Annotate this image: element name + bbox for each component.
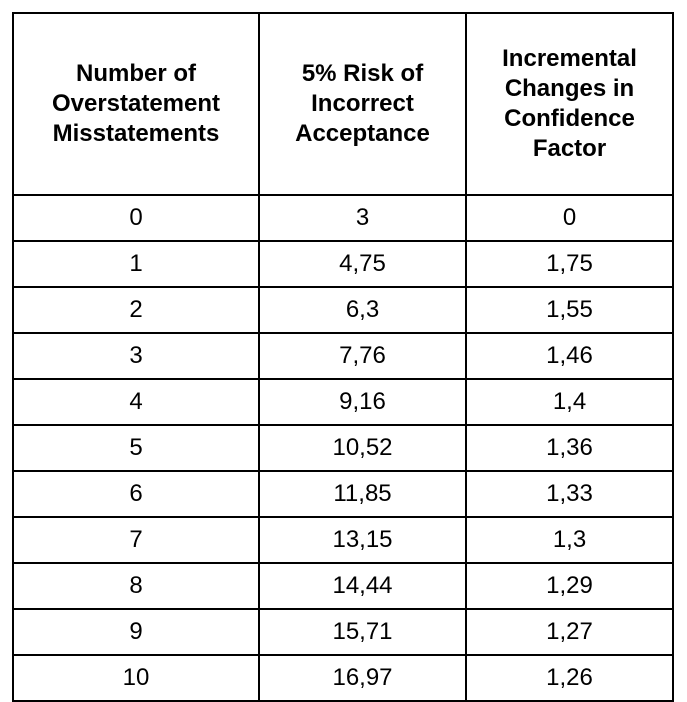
cell-incremental: 1,36 xyxy=(466,425,673,471)
cell-risk: 14,44 xyxy=(259,563,466,609)
confidence-factor-table: Number of Overstatement Misstatements 5%… xyxy=(12,12,674,702)
cell-incremental: 1,29 xyxy=(466,563,673,609)
table-row: 10 16,97 1,26 xyxy=(13,655,673,701)
cell-misstatements: 0 xyxy=(13,195,259,241)
cell-incremental: 0 xyxy=(466,195,673,241)
table-row: 9 15,71 1,27 xyxy=(13,609,673,655)
cell-risk: 16,97 xyxy=(259,655,466,701)
table-row: 0 3 0 xyxy=(13,195,673,241)
cell-risk: 11,85 xyxy=(259,471,466,517)
cell-incremental: 1,26 xyxy=(466,655,673,701)
cell-incremental: 1,27 xyxy=(466,609,673,655)
table-row: 1 4,75 1,75 xyxy=(13,241,673,287)
cell-misstatements: 3 xyxy=(13,333,259,379)
cell-misstatements: 6 xyxy=(13,471,259,517)
cell-misstatements: 10 xyxy=(13,655,259,701)
cell-risk: 10,52 xyxy=(259,425,466,471)
table-row: 5 10,52 1,36 xyxy=(13,425,673,471)
table-row: 6 11,85 1,33 xyxy=(13,471,673,517)
cell-risk: 4,75 xyxy=(259,241,466,287)
col-header-misstatements: Number of Overstatement Misstatements xyxy=(13,13,259,195)
table-header-row: Number of Overstatement Misstatements 5%… xyxy=(13,13,673,195)
cell-risk: 3 xyxy=(259,195,466,241)
cell-incremental: 1,46 xyxy=(466,333,673,379)
cell-misstatements: 2 xyxy=(13,287,259,333)
cell-incremental: 1,3 xyxy=(466,517,673,563)
cell-misstatements: 5 xyxy=(13,425,259,471)
cell-incremental: 1,4 xyxy=(466,379,673,425)
table-row: 7 13,15 1,3 xyxy=(13,517,673,563)
table-row: 4 9,16 1,4 xyxy=(13,379,673,425)
cell-misstatements: 7 xyxy=(13,517,259,563)
cell-misstatements: 4 xyxy=(13,379,259,425)
table-row: 3 7,76 1,46 xyxy=(13,333,673,379)
cell-incremental: 1,55 xyxy=(466,287,673,333)
cell-misstatements: 1 xyxy=(13,241,259,287)
cell-risk: 6,3 xyxy=(259,287,466,333)
cell-risk: 9,16 xyxy=(259,379,466,425)
cell-incremental: 1,75 xyxy=(466,241,673,287)
cell-risk: 7,76 xyxy=(259,333,466,379)
cell-risk: 15,71 xyxy=(259,609,466,655)
cell-misstatements: 9 xyxy=(13,609,259,655)
col-header-incremental: Incremental Changes in Confidence Factor xyxy=(466,13,673,195)
col-header-risk: 5% Risk of Incorrect Acceptance xyxy=(259,13,466,195)
cell-risk: 13,15 xyxy=(259,517,466,563)
table-row: 8 14,44 1,29 xyxy=(13,563,673,609)
table-row: 2 6,3 1,55 xyxy=(13,287,673,333)
cell-incremental: 1,33 xyxy=(466,471,673,517)
cell-misstatements: 8 xyxy=(13,563,259,609)
